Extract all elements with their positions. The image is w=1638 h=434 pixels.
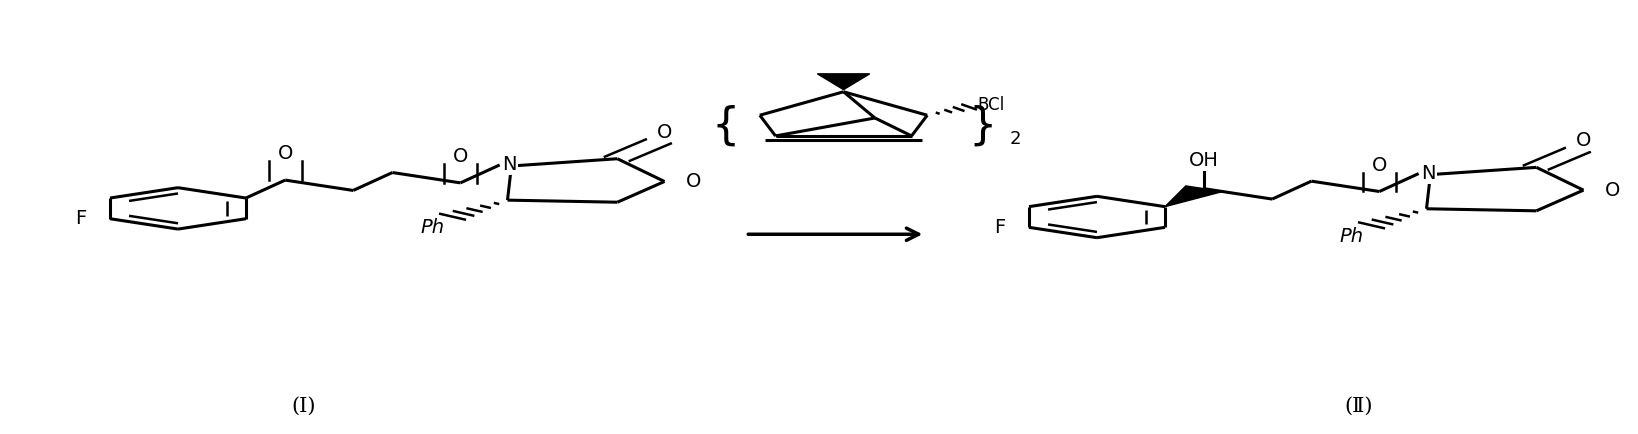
Text: (Ⅰ): (Ⅰ) <box>292 396 316 415</box>
Text: O: O <box>686 172 701 191</box>
Text: N: N <box>503 155 516 174</box>
Text: F: F <box>75 209 87 228</box>
Text: O: O <box>657 122 673 141</box>
Text: }: } <box>968 105 996 148</box>
Text: {: { <box>711 105 740 148</box>
Polygon shape <box>1165 186 1222 207</box>
Text: Ph: Ph <box>421 218 446 237</box>
Text: O: O <box>1576 131 1592 150</box>
Text: 2: 2 <box>1009 130 1020 148</box>
Text: (Ⅱ): (Ⅱ) <box>1345 396 1373 415</box>
Polygon shape <box>817 74 870 89</box>
Text: BCl: BCl <box>978 96 1004 114</box>
Text: O: O <box>1371 156 1387 174</box>
Text: O: O <box>1605 181 1620 200</box>
Text: N: N <box>1422 164 1437 183</box>
Text: F: F <box>994 218 1006 237</box>
Text: O: O <box>277 144 293 163</box>
Text: O: O <box>452 147 468 166</box>
Text: Ph: Ph <box>1340 227 1364 246</box>
Text: OH: OH <box>1189 151 1219 170</box>
